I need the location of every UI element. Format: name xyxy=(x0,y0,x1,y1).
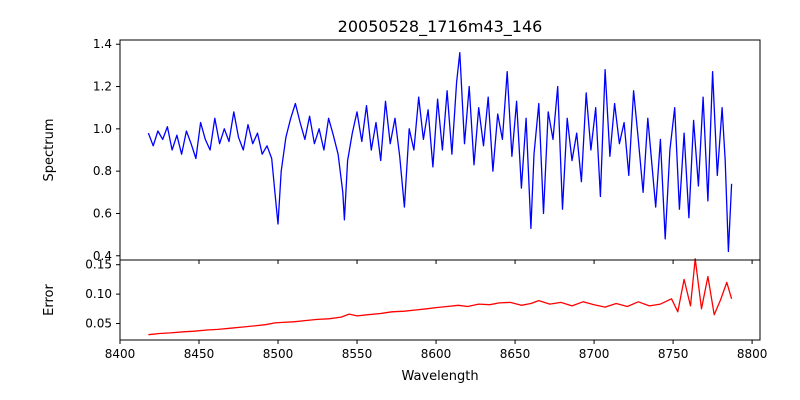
error-y-tick-label: 0.05 xyxy=(85,317,112,331)
x-axis-label: Wavelength xyxy=(401,369,478,384)
y-axis-label-spectrum: Spectrum xyxy=(42,119,57,182)
x-tick-label: 8650 xyxy=(500,347,531,361)
spectrum-y-tick-label: 1.0 xyxy=(93,122,112,136)
error-y-tick-label: 0.10 xyxy=(85,287,112,301)
chart-title: 20050528_1716m43_146 xyxy=(338,17,543,37)
x-tick-label: 8700 xyxy=(579,347,610,361)
x-tick-label: 8550 xyxy=(342,347,373,361)
error-axes-frame xyxy=(119,259,761,341)
error-y-tick-label: 0.15 xyxy=(85,258,112,272)
x-tick-label: 8450 xyxy=(184,347,215,361)
spectrum-y-tick-label: 1.2 xyxy=(93,80,112,94)
spectrum-y-tick-label: 0.8 xyxy=(93,164,112,178)
spectrum-y-tick-label: 0.6 xyxy=(93,206,112,220)
x-tick-label: 8400 xyxy=(105,347,136,361)
spectrum-series-line xyxy=(147,52,733,253)
error-series-line xyxy=(148,258,733,336)
x-tick-label: 8600 xyxy=(421,347,452,361)
x-tick-label: 8800 xyxy=(737,347,768,361)
spectrum-y-tick-label: 1.4 xyxy=(93,37,112,51)
x-tick-label: 8750 xyxy=(658,347,689,361)
y-axis-label-error: Error xyxy=(42,284,57,316)
x-tick-label: 8500 xyxy=(263,347,294,361)
spectrum-y-tick-label: 0.4 xyxy=(93,249,112,263)
error-panel: 0.05 0.10 0.15 8400 8450 8500 8550 8600 8650 8700… xyxy=(85,258,767,361)
spectrum-panel: 0.4 0.6 0.8 1.0 1.2 1.4 xyxy=(93,37,761,264)
